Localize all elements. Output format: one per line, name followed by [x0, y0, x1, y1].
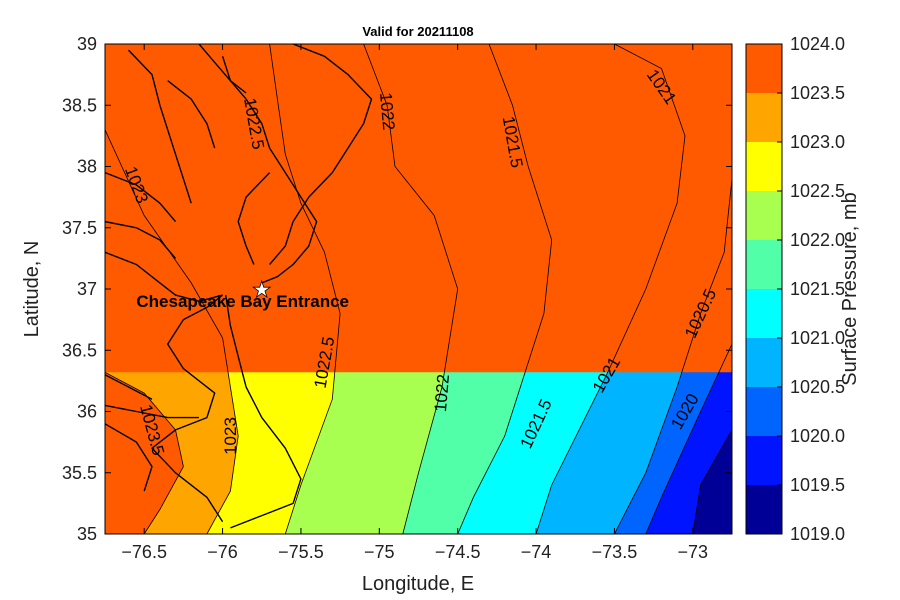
coastline-segment	[127, 49, 192, 204]
coastline-segment	[237, 172, 271, 265]
x-tick-label: −76	[207, 542, 238, 562]
colorbar-tick-label: 1021.0	[790, 328, 845, 348]
colorbar-level	[746, 191, 782, 240]
x-tick-label: −73	[678, 542, 709, 562]
coastline-segment	[221, 56, 247, 94]
plot-area	[105, 44, 732, 534]
coastline	[105, 44, 373, 529]
contour-line-1023.5	[105, 371, 184, 534]
contour-line-1021	[535, 44, 686, 534]
contour-label: 1022	[431, 373, 453, 412]
y-tick-label: 37	[77, 279, 97, 299]
contour-line-1020	[645, 343, 732, 534]
contour-lines	[105, 44, 732, 534]
colorbar-tick-label: 1023.5	[790, 83, 845, 103]
y-tick-label: 37.5	[62, 218, 97, 238]
colorbar-tick-label: 1019.0	[790, 524, 845, 544]
x-tick-label: −74	[521, 542, 552, 562]
contour-line-1022	[363, 44, 459, 534]
coastline-segment	[151, 294, 224, 523]
colorbar-tick-label: 1024.0	[790, 34, 845, 54]
colorbar-tick-label: 1021.5	[790, 279, 845, 299]
band-above-1023.5	[105, 44, 732, 534]
y-axis-label: Latitude, N	[21, 241, 43, 338]
coastline-segment	[167, 80, 216, 149]
colorbar-tick-label: 1020.0	[790, 426, 845, 446]
location-label: Chesapeake Bay Entrance	[136, 292, 349, 311]
contour-line-1023	[105, 129, 239, 534]
colorbar-level	[746, 289, 782, 338]
contour-line-1020.5	[614, 178, 732, 534]
y-tick-label: 38	[77, 157, 97, 177]
x-axis-label: Longitude, E	[362, 573, 474, 595]
y-tick-label: 38.5	[62, 95, 97, 115]
map-title: Valid for 20211108	[362, 24, 473, 39]
x-tick-label: −76.5	[121, 542, 167, 562]
colorbar-tick-label: 1022.5	[790, 181, 845, 201]
x-tick-label: −74.5	[435, 542, 481, 562]
x-tick-label: −73.5	[592, 542, 638, 562]
x-axis-ticks: −76.5 −76 −75.5 −75 −74.5 −74 −73.5 −73	[121, 44, 708, 562]
contour-label-layer: 1022.5 10221021.5102110231022.510221021.5…	[121, 66, 720, 458]
coastline-segment	[105, 374, 153, 400]
colorbar-level	[746, 240, 782, 289]
y-axis-ticks: 39 38.5 38 37.5 37 36.5 36 35.5 35	[62, 34, 732, 544]
coastline-segment	[225, 294, 302, 529]
colorbar-tick-label: 1023.0	[790, 132, 845, 152]
colorbar-tick-label: 1022.0	[790, 230, 845, 250]
coastline-segment	[105, 251, 223, 302]
coastline-segment	[105, 423, 153, 492]
y-tick-label: 35	[77, 524, 97, 544]
colorbar-level	[746, 142, 782, 191]
colorbar-tick-label: 1020.5	[790, 377, 845, 397]
coastline-segment	[105, 404, 199, 419]
coastline-segment	[105, 220, 177, 259]
contour-label: 1023	[221, 417, 240, 455]
colorbar-level	[746, 93, 782, 142]
y-tick-label: 36.5	[62, 340, 97, 360]
colorbar-tick-label: 1019.5	[790, 475, 845, 495]
colorbar-level	[746, 387, 782, 436]
coastline-segment	[269, 44, 373, 265]
colorbar-level	[746, 44, 782, 93]
y-tick-label: 39	[77, 34, 97, 54]
x-tick-label: −75.5	[278, 542, 324, 562]
colorbar-level	[746, 338, 782, 387]
colorbar-ticks: 1024.0 1023.5 1023.0 1022.5 1022.0 1021.5 1021…	[777, 34, 845, 544]
colorbar	[746, 44, 782, 534]
contour-label: 1022	[376, 92, 398, 131]
star-icon: ★	[252, 277, 272, 302]
contour-line-1021.5	[457, 44, 553, 534]
colorbar-level	[746, 485, 782, 534]
colorbar-level	[746, 436, 782, 485]
x-tick-label: −75	[364, 542, 395, 562]
y-tick-label: 36	[77, 402, 97, 422]
y-tick-label: 35.5	[62, 463, 97, 483]
location-marker: ★ Chesapeake Bay Entrance	[136, 277, 349, 311]
contour-line-1022.5	[269, 44, 341, 534]
contour-line-1019.5	[692, 429, 732, 534]
colorbar-label: Surface Pressure, mb	[839, 192, 861, 385]
coastline-segment	[105, 171, 177, 223]
